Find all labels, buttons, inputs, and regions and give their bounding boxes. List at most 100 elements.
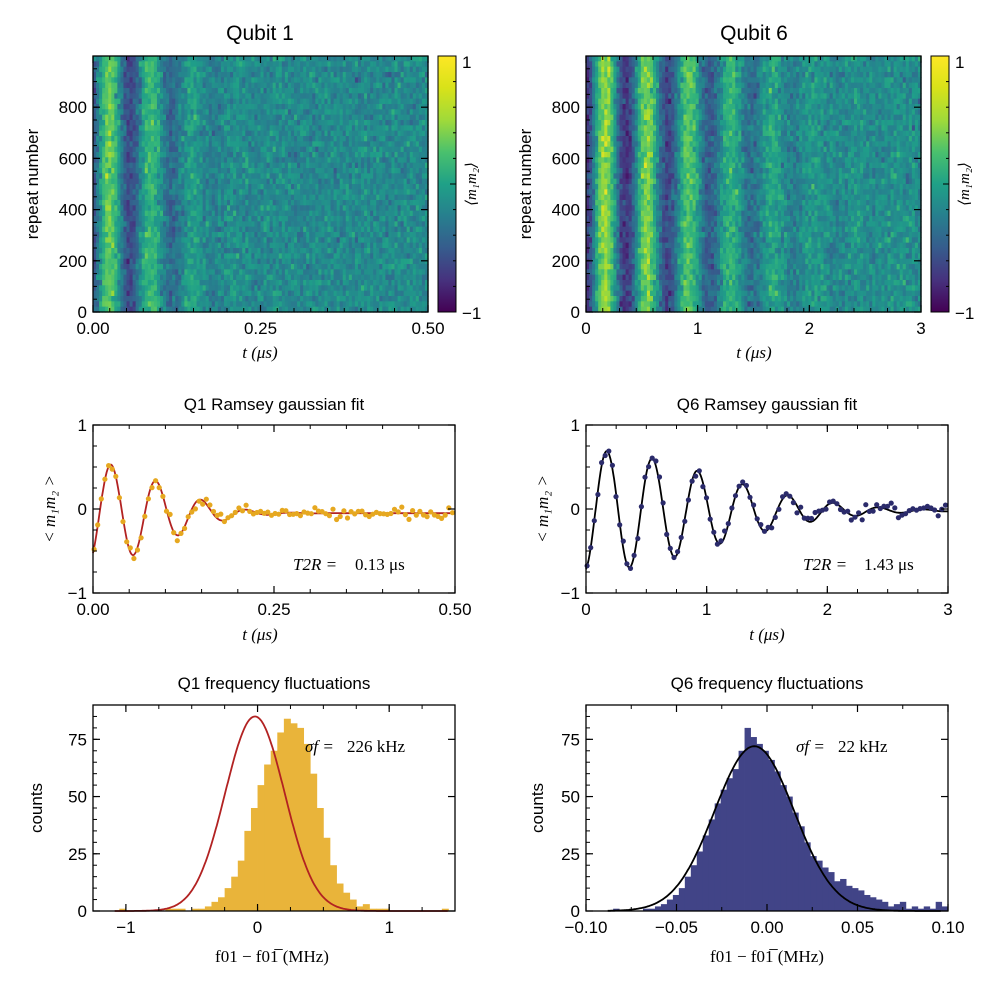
heatmap-cell	[135, 232, 140, 238]
heatmap-cell	[327, 130, 332, 137]
heatmap-cell	[327, 141, 332, 148]
heatmap-cell	[266, 88, 271, 94]
heatmap-cell	[382, 72, 386, 78]
heatmap-cell	[318, 125, 323, 132]
heatmap-cell	[190, 210, 195, 217]
heatmap-cell	[254, 88, 259, 94]
heatmap-cell	[354, 216, 359, 222]
heatmap-cell	[166, 88, 170, 94]
heatmap-cell	[214, 226, 219, 233]
heatmap-cell	[257, 157, 262, 164]
heatmap-cell	[418, 66, 423, 73]
heatmap-cell	[376, 184, 380, 190]
heatmap-cell	[150, 141, 155, 148]
heatmap-cell	[312, 205, 316, 212]
heatmap-cell	[120, 61, 125, 68]
heatmap-cell	[156, 88, 161, 94]
heatmap-cell	[196, 248, 201, 254]
heatmap-cell	[391, 178, 396, 185]
heatmap-cell	[233, 120, 237, 126]
heatmap-cell	[297, 280, 301, 286]
heatmap-cell	[367, 248, 371, 254]
heatmap-cell	[184, 205, 189, 212]
heatmap-cell	[233, 130, 237, 137]
heatmap-cell	[248, 184, 252, 190]
heatmap-cell	[339, 189, 344, 196]
heatmap-cell	[217, 114, 222, 121]
heatmap-cell	[309, 216, 313, 222]
heatmap-cell	[327, 264, 332, 270]
heatmap-cell	[300, 237, 304, 244]
heatmap-cell	[297, 157, 301, 164]
heatmap-cell	[169, 77, 173, 84]
heatmap-cell	[312, 61, 316, 68]
heatmap-cell	[312, 258, 316, 265]
heatmap-cell	[391, 125, 396, 132]
heatmap-cell	[239, 269, 243, 276]
heatmap-cell	[379, 146, 383, 153]
heatmap-cell	[309, 93, 313, 100]
heatmap-cell	[214, 93, 219, 100]
heatmap-cell	[306, 104, 310, 110]
heatmap-cell	[190, 162, 195, 169]
heatmap-cell	[354, 56, 359, 62]
heatmap-cell	[309, 146, 313, 153]
heatmap-cell	[290, 200, 295, 206]
heatmap-cell	[370, 173, 374, 180]
heatmap-cell	[306, 189, 310, 196]
heatmap-cell	[132, 66, 137, 73]
heatmap-cell	[184, 66, 189, 73]
heatmap-cell	[99, 210, 103, 217]
heatmap-cell	[193, 237, 198, 244]
heatmap-cell	[102, 136, 106, 142]
heatmap-cell	[339, 178, 344, 185]
heatmap-cell	[190, 77, 195, 84]
heatmap-cell	[205, 168, 210, 174]
heatmap-cell	[315, 66, 319, 73]
heatmap-cell	[99, 162, 103, 169]
heatmap-cell	[287, 114, 292, 121]
heatmap-cell	[361, 232, 365, 238]
heatmap-cell	[172, 109, 176, 116]
heatmap-cell	[144, 66, 149, 73]
heatmap-cell	[190, 178, 195, 185]
heatmap-cell	[129, 104, 134, 110]
heatmap-cell	[260, 66, 265, 73]
heatmap-cell	[361, 61, 365, 68]
heatmap-cell	[379, 120, 383, 126]
heatmap-cell	[196, 280, 201, 286]
heatmap-cell	[230, 162, 234, 169]
heatmap-cell	[114, 173, 118, 180]
heatmap-cell	[114, 104, 118, 110]
heatmap-cell	[102, 253, 106, 260]
heatmap-cell	[312, 152, 316, 158]
heatmap-cell	[394, 253, 399, 260]
heatmap-cell	[275, 104, 280, 110]
heatmap-cell	[163, 274, 167, 281]
heatmap-cell	[400, 152, 405, 158]
heatmap-cell	[364, 269, 368, 276]
heatmap-cell	[214, 264, 219, 270]
heatmap-cell	[345, 162, 350, 169]
heatmap-cell	[153, 168, 158, 174]
heatmap-cell	[178, 141, 182, 148]
heatmap-cell	[406, 184, 411, 190]
heatmap-cell	[254, 114, 259, 121]
heatmap-cell	[342, 237, 347, 244]
heatmap-cell	[123, 200, 128, 206]
heatmap-cell	[227, 232, 231, 238]
heatmap-cell	[254, 130, 259, 137]
heatmap-cell	[284, 264, 289, 270]
heatmap-cell	[333, 221, 338, 228]
heatmap-cell	[135, 125, 140, 132]
heatmap-cell	[108, 189, 112, 196]
heatmap-cell	[156, 200, 161, 206]
heatmap-cell	[318, 280, 323, 286]
heatmap-cell	[120, 285, 125, 292]
heatmap-cell	[309, 269, 313, 276]
heatmap-cell	[172, 280, 176, 286]
heatmap-cell	[220, 210, 225, 217]
heatmap-cell	[388, 221, 393, 228]
heatmap-cell	[123, 98, 128, 105]
heatmap-cell	[272, 56, 277, 62]
